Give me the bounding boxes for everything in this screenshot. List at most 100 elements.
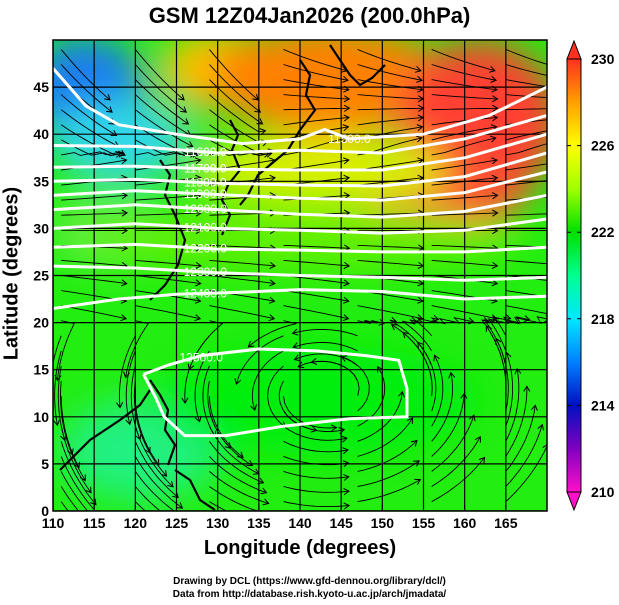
streamline-arrow — [90, 498, 97, 506]
streamline — [209, 486, 259, 511]
streamline — [431, 457, 485, 502]
streamline — [505, 163, 547, 171]
streamline — [505, 64, 547, 76]
streamline-arrow — [343, 473, 350, 481]
streamline-arrow — [194, 296, 202, 304]
streamline — [209, 305, 275, 320]
colorbar-tick-label: 226 — [591, 138, 615, 154]
streamline — [283, 244, 350, 249]
chart-title: GSM 12Z04Jan2026 (200.0hPa) — [148, 3, 471, 28]
streamline — [357, 48, 421, 72]
streamline-arrow — [310, 425, 318, 433]
streamline-arrow — [433, 354, 440, 362]
streamline — [283, 501, 350, 508]
streamline — [505, 79, 547, 87]
streamline-arrow — [489, 135, 497, 143]
y-tick-label: 5 — [41, 456, 49, 472]
contour-label: 12500.0 — [180, 351, 224, 365]
streamline — [283, 79, 349, 91]
streamline — [357, 417, 413, 457]
streamline-arrow — [195, 261, 202, 269]
streamline-arrow — [224, 442, 232, 450]
streamline-arrow — [537, 423, 545, 431]
streamline — [209, 139, 272, 157]
x-tick-label: 115 — [83, 515, 106, 531]
streamline-arrow — [542, 444, 547, 449]
streamline — [283, 290, 349, 302]
streamline — [357, 117, 424, 126]
y-tick-label: 0 — [41, 503, 49, 519]
streamline-arrow — [448, 371, 456, 379]
streamline-arrow — [343, 296, 350, 304]
streamline — [431, 48, 496, 72]
colorbar-tick-label: 218 — [591, 311, 615, 327]
contour-line — [142, 347, 409, 438]
streamline — [283, 107, 350, 111]
contour-line — [53, 132, 547, 172]
streamline — [505, 305, 547, 315]
streamline — [283, 137, 348, 156]
streamline-arrow — [269, 261, 277, 269]
streamline-arrow — [167, 480, 174, 488]
streamline — [283, 259, 350, 267]
streamline — [267, 365, 286, 428]
streamline-arrow — [377, 365, 384, 373]
streamline — [505, 444, 547, 502]
streamline — [209, 471, 269, 504]
colorbar-tick-label: 214 — [591, 397, 615, 413]
contour-line — [53, 288, 547, 310]
streamline — [135, 124, 196, 156]
streamline-arrow — [53, 419, 61, 427]
y-tick-label: 25 — [33, 268, 49, 284]
streamline-arrow — [343, 95, 351, 103]
streamline-arrow — [491, 157, 498, 165]
height-contours: 11500.0 11600.0 11700.011800.011900.012000… — [53, 67, 547, 438]
streamline — [135, 305, 201, 320]
streamline — [431, 126, 497, 141]
contour-label: 11600.0 — [184, 145, 227, 159]
streamline-arrow — [491, 192, 499, 200]
x-axis: 110 115 120 125 130 135 140 145 150 155 160 165 — [42, 505, 518, 531]
streamline — [60, 124, 121, 156]
streamline-arrow — [259, 128, 267, 136]
streamline-arrow — [106, 106, 113, 113]
streamline — [493, 316, 530, 337]
streamline — [505, 386, 528, 457]
streamline-arrow — [343, 114, 351, 122]
streamline — [60, 456, 96, 511]
streamline-arrow — [178, 94, 185, 101]
streamline-arrow — [416, 314, 424, 322]
contour-label: 11500.0 — [328, 132, 371, 146]
streamline-arrow — [121, 279, 128, 287]
streamline-arrow — [153, 458, 160, 466]
streamline-arrow — [121, 209, 129, 217]
streamline — [505, 352, 514, 427]
streamline-arrow — [406, 417, 414, 425]
contour-line — [53, 113, 547, 155]
streamline-arrow — [478, 456, 486, 464]
colorbar-extend-max — [566, 39, 582, 60]
streamline — [202, 365, 216, 438]
streamline — [60, 486, 80, 511]
streamline — [283, 470, 349, 479]
x-axis-label: Longitude (degrees) — [203, 537, 397, 559]
contour-label: 12100.0 — [184, 221, 228, 235]
streamline — [357, 79, 423, 91]
streamline — [505, 143, 547, 156]
contour-line — [53, 151, 547, 188]
streamline — [431, 137, 496, 156]
streamline-arrow — [292, 342, 300, 350]
contour-label: 12200.0 — [184, 241, 228, 255]
streamline — [505, 108, 547, 111]
x-tick-label: 110 — [42, 515, 65, 531]
streamline-arrow — [195, 209, 203, 217]
y-tick-label: 10 — [33, 409, 49, 425]
streamline-arrow — [291, 328, 299, 336]
streamline-arrow — [491, 261, 499, 269]
x-tick-label: 135 — [247, 515, 271, 531]
streamline-arrow — [330, 424, 338, 432]
streamline-arrow — [262, 498, 270, 506]
streamline — [357, 244, 424, 249]
streamline — [357, 460, 420, 487]
streamline-arrow — [474, 435, 481, 443]
